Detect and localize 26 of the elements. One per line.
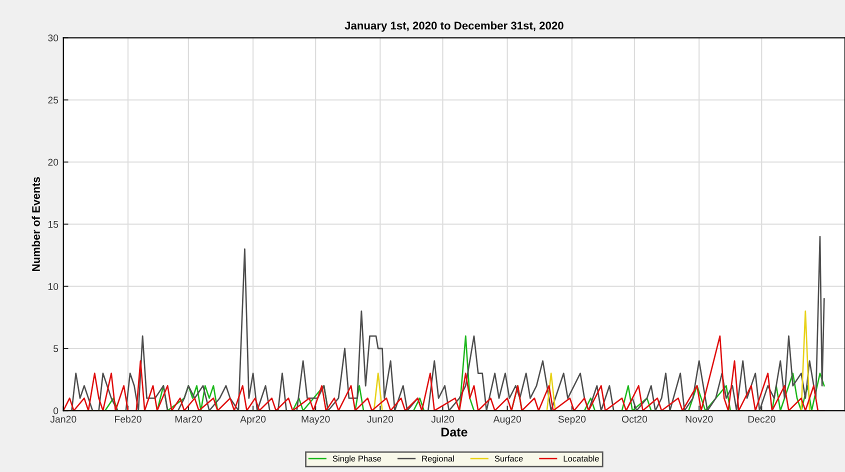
x-tick-label: Jan20 (50, 416, 76, 423)
x-tick-label: Sep20 (558, 416, 586, 425)
y-tick-label: 15 (48, 221, 58, 228)
y-tick-label: 0 (53, 407, 58, 414)
x-tick-label: Dec20 (748, 416, 776, 423)
x-tick-label: Feb20 (115, 416, 142, 423)
y-tick-label: 20 (48, 158, 58, 166)
x-tick-label: May20 (302, 416, 330, 425)
x-tick-label: Apr20 (240, 416, 266, 425)
y-tick-label: 30 (48, 34, 58, 42)
legend-label: Locatable (564, 455, 599, 462)
x-tick-label: Jul20 (431, 416, 454, 423)
x-tick-label: Mar20 (175, 416, 202, 423)
chart-title: January 1st, 2020 to December 31st, 2020 (344, 21, 564, 32)
y-axis-title: Number of Events (32, 177, 40, 271)
legend-label: Regional (422, 455, 454, 464)
x-tick-label: Nov20 (686, 416, 713, 423)
y-tick-label: 5 (53, 345, 58, 352)
legend-label: Single Phase (332, 455, 382, 464)
y-tick-label: 10 (48, 283, 58, 290)
legend-label: Surface (494, 455, 523, 462)
x-tick-label: Jun20 (367, 416, 394, 423)
x-tick-label: Oct20 (622, 416, 648, 423)
y-tick-label: 25 (48, 96, 58, 104)
x-axis-title: Date (441, 428, 468, 437)
x-tick-label: Aug20 (493, 416, 522, 425)
